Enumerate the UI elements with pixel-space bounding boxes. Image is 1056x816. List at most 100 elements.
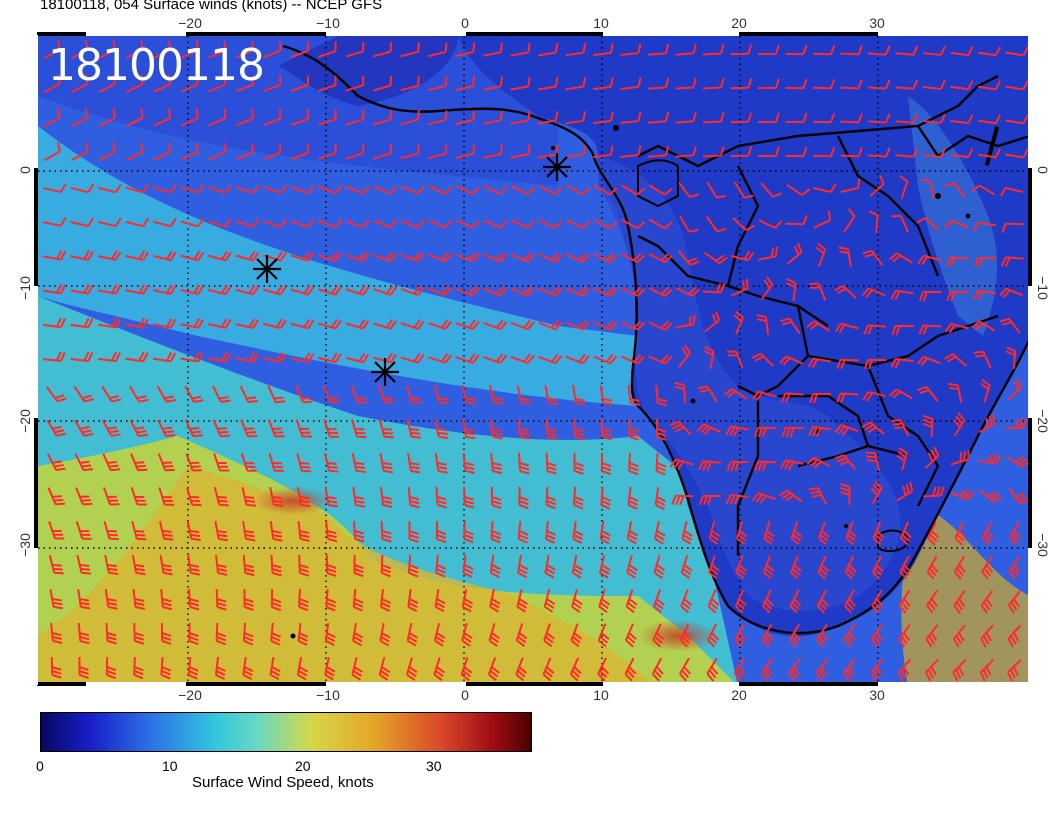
wind-barb [318, 109, 337, 126]
wind-barb [679, 623, 692, 648]
wind-barb [647, 77, 670, 90]
wind-barb [379, 588, 391, 612]
wind-barb [977, 114, 1002, 125]
wind-barb [133, 656, 144, 680]
wind-barb [757, 44, 780, 56]
wind-barb [400, 185, 425, 195]
wind-barb [263, 143, 282, 161]
wind-barb [290, 185, 315, 195]
wind-barb [318, 41, 337, 58]
wind-barb [296, 486, 311, 508]
wind-barb [865, 451, 880, 471]
colorbar-label-0: 0 [36, 758, 44, 774]
wind-barb [813, 210, 832, 229]
wind-barb [861, 421, 885, 435]
wind-barb [180, 318, 204, 329]
wind-barb [405, 385, 422, 404]
wind-barb [675, 145, 697, 158]
wind-barb [153, 74, 172, 93]
wind-barb [125, 74, 144, 93]
wind-barb [1007, 659, 1022, 682]
wind-barb [353, 554, 364, 578]
wind-barb [704, 251, 728, 265]
wind-barb [70, 317, 94, 329]
colorbar-title: Surface Wind Speed, knots [192, 774, 374, 791]
wind-barb [861, 287, 886, 298]
wind-barb [706, 216, 727, 233]
wind-barb [725, 425, 749, 437]
wind-barb [862, 249, 884, 266]
wind-barb [70, 351, 94, 362]
wind-barb [407, 486, 420, 509]
wind-barb [345, 109, 365, 126]
wind-barb [159, 554, 173, 576]
colorbar-label-10: 10 [162, 758, 178, 774]
wind-barb [428, 185, 453, 195]
wind-barb [1005, 148, 1028, 159]
wind-barb [812, 44, 836, 56]
wind-barb [917, 385, 939, 402]
wind-barb [897, 658, 912, 682]
wind-barb [428, 319, 453, 330]
wind-barb [515, 623, 528, 647]
wind-barb [815, 242, 827, 267]
wind-barb [207, 318, 232, 329]
wind-barb [899, 174, 909, 199]
wind-barb [235, 250, 260, 262]
wind-barb [70, 217, 95, 227]
wind-barb [105, 622, 117, 645]
wind-barb [704, 311, 721, 333]
lon-tick-top-3: 10 [593, 15, 609, 31]
wind-barb [565, 252, 590, 263]
wind-barb [208, 40, 227, 59]
wind-barb [373, 285, 398, 296]
wind-barb [185, 453, 203, 472]
wind-barb [565, 43, 587, 57]
wind-barb [105, 656, 117, 680]
wind-speed-colorbar [40, 712, 532, 752]
wind-barb [482, 110, 503, 125]
wind-barb [869, 174, 885, 197]
wind-barb [707, 589, 720, 614]
wind-barb [871, 589, 884, 614]
wind-barb [624, 657, 637, 682]
wind-barb [922, 113, 946, 124]
wind-barb [406, 622, 418, 647]
wind-barb [482, 42, 503, 57]
wind-barb [890, 289, 914, 301]
wind-barb [42, 250, 67, 261]
wind-barb [325, 520, 338, 543]
wind-barb [973, 350, 992, 369]
wind-barb [785, 44, 808, 56]
wind-barb [75, 521, 92, 540]
wind-barb [101, 419, 121, 437]
wind-barb [702, 283, 726, 294]
wind-barb [593, 286, 618, 297]
wind-barb [158, 487, 175, 506]
wind-barb [566, 184, 591, 196]
wind-barb [620, 145, 642, 158]
wind-barb [318, 251, 343, 262]
wind-barb [295, 385, 313, 404]
wind-barb [600, 418, 612, 441]
wind-barb [188, 622, 199, 646]
wind-barb [235, 109, 254, 127]
wind-barb [43, 74, 61, 94]
wind-barb [489, 554, 501, 579]
wind-barb [373, 251, 398, 263]
wind-barb [298, 554, 310, 577]
wind-barb [971, 184, 996, 196]
wind-barb [648, 354, 673, 365]
wind-barb [699, 494, 722, 506]
wind-barb [128, 385, 149, 403]
wind-barb [863, 358, 887, 370]
wind-barb [152, 351, 177, 363]
wind-barb [75, 487, 93, 506]
wind-barb [455, 285, 480, 297]
wind-barb [516, 589, 528, 613]
wind-barb [290, 285, 315, 296]
wind-barb [351, 452, 366, 473]
wind-barb [862, 390, 886, 402]
wind-barb [407, 452, 421, 474]
wind-barb [647, 111, 670, 124]
